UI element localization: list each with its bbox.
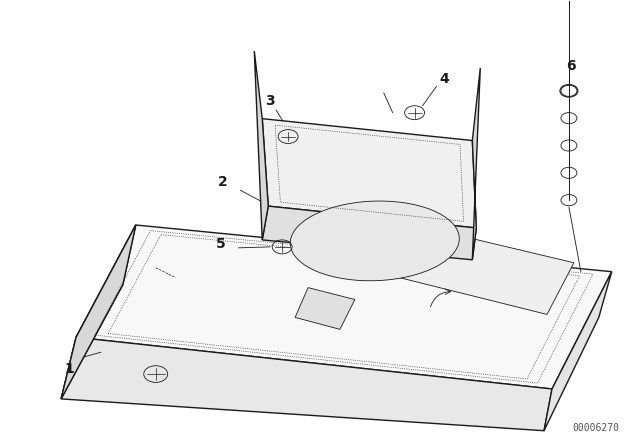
- Text: 4: 4: [440, 72, 449, 86]
- Polygon shape: [472, 68, 480, 260]
- Polygon shape: [61, 337, 552, 431]
- Polygon shape: [295, 288, 355, 329]
- Text: 00006270: 00006270: [573, 423, 620, 433]
- Polygon shape: [61, 225, 136, 399]
- Polygon shape: [254, 51, 268, 240]
- Text: 6: 6: [566, 59, 576, 73]
- Text: 1: 1: [64, 362, 74, 376]
- Text: 5: 5: [216, 237, 225, 251]
- Polygon shape: [76, 225, 612, 389]
- Text: 2: 2: [218, 175, 227, 189]
- Polygon shape: [399, 228, 574, 314]
- Text: 3: 3: [266, 94, 275, 108]
- Polygon shape: [61, 225, 136, 399]
- Polygon shape: [262, 119, 476, 228]
- Polygon shape: [544, 271, 612, 431]
- Ellipse shape: [291, 201, 460, 281]
- Polygon shape: [262, 206, 476, 260]
